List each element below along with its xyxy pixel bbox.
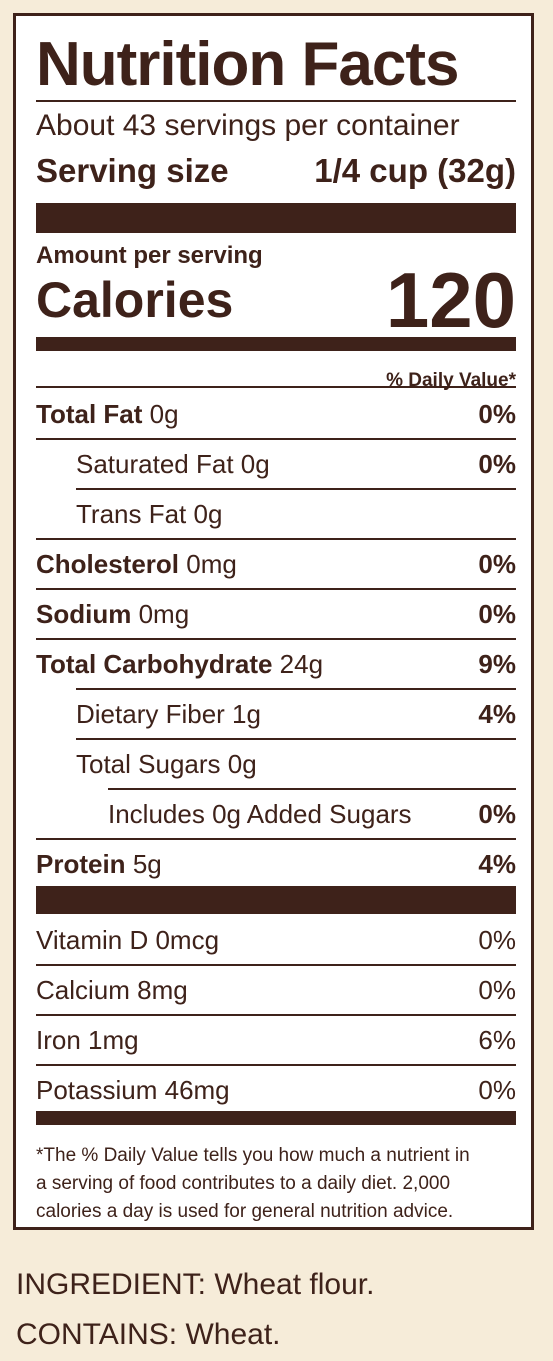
thick-divider-top — [36, 203, 516, 233]
micronutrient-daily-value: 0% — [478, 924, 516, 955]
nutrition-facts-panel: Nutrition Facts About 43 servings per co… — [13, 13, 534, 1230]
row-divider — [76, 488, 516, 490]
nutrient-daily-value: 4% — [478, 698, 516, 729]
nutrient-name: Total Carbohydrate — [36, 648, 273, 679]
nutrient-label: Total Fat 0g — [36, 399, 179, 429]
micronutrient-row-calcium: Calcium 8mg 0% — [36, 965, 516, 1014]
title-divider — [36, 100, 516, 102]
row-divider — [108, 788, 516, 790]
micronutrient-daily-value: 0% — [478, 974, 516, 1005]
micronutrient-daily-value: 0% — [478, 1074, 516, 1105]
nutrient-daily-value: 4% — [478, 848, 516, 879]
nutrition-facts-content: Nutrition Facts About 43 servings per co… — [36, 16, 516, 1227]
nutrient-row-added-sugars: Includes 0g Added Sugars 0% — [36, 789, 516, 838]
nutrient-row-total-fat: Total Fat 0g 0% — [36, 389, 516, 438]
micronutrient-daily-value: 6% — [478, 1024, 516, 1055]
nutrient-name: Trans Fat 0g — [76, 498, 223, 529]
footnote-line: calories a day is used for general nutri… — [36, 1201, 454, 1222]
row-divider — [36, 1064, 516, 1066]
micronutrient-row-potassium: Potassium 46mg 0% — [36, 1065, 516, 1114]
footnote-line: a serving of food contributes to a daily… — [36, 1173, 451, 1194]
nutrient-name: Includes 0g Added Sugars — [108, 798, 412, 829]
row-divider — [76, 738, 516, 740]
nutrient-name: Sodium — [36, 598, 132, 629]
row-divider — [36, 538, 516, 540]
row-divider — [36, 1014, 516, 1016]
daily-value-header: % Daily Value* — [386, 370, 516, 391]
nutrient-label: Cholesterol 0mg — [36, 549, 237, 579]
nutrient-daily-value: 0% — [478, 548, 516, 579]
nutrient-amount: 0mg — [186, 548, 237, 579]
micronutrient-row-iron: Iron 1mg 6% — [36, 1015, 516, 1064]
nutrient-name: Saturated Fat 0g — [76, 448, 270, 479]
nutrient-row-total-carbohydrate: Total Carbohydrate 24g 9% — [36, 639, 516, 688]
nutrient-name: Protein — [36, 848, 126, 879]
serving-size-value: 1/4 cup (32g) — [314, 152, 516, 189]
nutrient-row-protein: Protein 5g 4% — [36, 839, 516, 888]
micronutrient-name: Potassium 46mg — [36, 1074, 230, 1105]
ingredients-line: INGREDIENT: Wheat flour. — [16, 1268, 375, 1301]
nutrient-amount: 0g — [149, 398, 179, 429]
nutrient-name: Total Sugars 0g — [76, 748, 257, 779]
row-divider — [36, 438, 516, 440]
nutrient-label: Protein 5g — [36, 849, 162, 879]
nutrient-name: Dietary Fiber 1g — [76, 698, 261, 729]
nutrient-amount: 5g — [132, 848, 162, 879]
medium-divider-bottom — [36, 1111, 516, 1125]
calories-label: Calories — [36, 272, 234, 328]
nutrient-row-total-sugars: Total Sugars 0g — [36, 739, 516, 788]
calories-value: 120 — [385, 256, 516, 344]
row-divider — [36, 386, 516, 388]
nutrient-row-dietary-fiber: Dietary Fiber 1g 4% — [36, 689, 516, 738]
row-divider — [36, 588, 516, 590]
nutrient-daily-value: 0% — [478, 398, 516, 429]
allergen-contains-line: CONTAINS: Wheat. — [16, 1318, 281, 1351]
row-divider — [36, 964, 516, 966]
calories-row: Calories 120 — [36, 256, 516, 344]
nutrient-daily-value: 0% — [478, 598, 516, 629]
nutrient-name: Cholesterol — [36, 548, 180, 579]
micronutrient-name: Calcium 8mg — [36, 974, 188, 1005]
amount-per-serving: Amount per serving — [36, 242, 263, 269]
nutrient-row-saturated-fat: Saturated Fat 0g 0% — [36, 439, 516, 488]
footnote-line: *The % Daily Value tells you how much a … — [36, 1145, 470, 1166]
nutrient-label: Sodium 0mg — [36, 599, 189, 629]
servings-per-container: About 43 servings per container — [36, 109, 460, 142]
row-divider — [76, 688, 516, 690]
nutrient-label: Total Carbohydrate 24g — [36, 649, 323, 679]
thick-divider-vitamins — [36, 886, 516, 914]
micronutrient-name: Iron 1mg — [36, 1024, 139, 1055]
row-divider — [36, 638, 516, 640]
nutrient-row-cholesterol: Cholesterol 0mg 0% — [36, 539, 516, 588]
nutrient-amount: 0mg — [138, 598, 190, 629]
nutrient-amount: 24g — [279, 648, 324, 679]
daily-value-footnote: *The % Daily Value tells you how much a … — [36, 1142, 516, 1226]
nutrient-row-trans-fat: Trans Fat 0g — [36, 489, 516, 538]
micronutrient-name: Vitamin D 0mcg — [36, 924, 220, 955]
serving-size-label: Serving size — [36, 152, 229, 189]
serving-size-row: Serving size 1/4 cup (32g) — [36, 152, 516, 190]
medium-divider — [36, 337, 516, 351]
micronutrient-row-vitamin-d: Vitamin D 0mcg 0% — [36, 915, 516, 964]
nutrition-facts-title: Nutrition Facts — [36, 30, 459, 99]
ingredients-block: INGREDIENT: Wheat flour. CONTAINS: Wheat… — [16, 1260, 374, 1360]
nutrient-daily-value: 9% — [478, 648, 516, 679]
nutrient-name: Total Fat — [36, 398, 143, 429]
nutrient-daily-value: 0% — [478, 448, 516, 479]
nutrient-row-sodium: Sodium 0mg 0% — [36, 589, 516, 638]
row-divider — [36, 838, 516, 840]
nutrient-daily-value: 0% — [478, 798, 516, 829]
